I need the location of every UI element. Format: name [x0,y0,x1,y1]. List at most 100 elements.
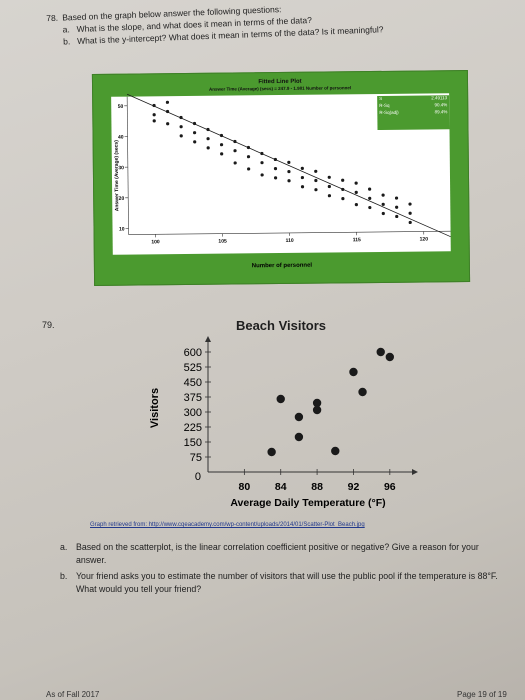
question-79a-letter: a. [60,542,68,552]
beach-data-point [376,347,385,357]
beach-x-axis-arrow [412,469,418,475]
beach-x-tick-label: 92 [348,481,360,493]
fitted-data-point [273,176,278,180]
fitted-data-point [179,125,183,129]
beach-data-point [349,367,358,377]
fitted-data-point [381,193,385,197]
fitted-y-axis-label: Answer Time (Average) (secs) [114,140,121,212]
fitted-data-point [381,211,385,216]
question-78: 78. Based on the graph below answer the … [46,0,511,48]
fitted-data-point [246,155,251,159]
fitted-data-point [394,196,399,200]
fitted-data-point [192,121,197,126]
beach-origin-label: 0 [195,471,201,483]
beach-y-tick-label: 375 [184,392,202,404]
question-79-parts: a. Based on the scatterplot, is the linea… [56,541,501,599]
fitted-data-point [314,178,318,183]
fitted-data-point [354,181,358,185]
question-79b-letter: b. [60,571,68,581]
fitted-plot-stats: S 2.49113 R-Sq 90.4% R-Sq(adj) 89.4% [377,95,450,130]
fitted-data-point [179,134,183,138]
fitted-data-point [260,161,264,165]
stat-rsq-key: R-Sq [379,102,390,108]
fitted-x-tick-label: 100 [151,239,160,245]
beach-data-point [358,387,367,397]
fitted-data-point [193,131,197,135]
stat-rsqadj-key: R-Sq(adj) [379,109,399,115]
fitted-data-point [165,109,170,114]
beach-y-tick-label: 150 [184,437,202,449]
fitted-data-point [233,149,237,153]
fitted-data-point [314,188,318,192]
graph-source-link[interactable]: Graph retrieved from: http://www.cqeacad… [90,522,365,528]
beach-x-tick-label: 80 [239,481,251,493]
beach-x-tick-label: 84 [275,481,287,493]
fitted-line-plot: Fitted Line Plot Answer Time (Average) (… [91,70,471,286]
question-79b: b. Your friend asks you to estimate the n… [56,570,501,596]
stat-s-value: 2.49113 [431,95,448,101]
fitted-data-point [273,157,277,162]
beach-chart-title: Beach Visitors [235,318,327,333]
fitted-data-point [260,151,264,156]
fitted-x-tick-label: 115 [353,237,361,243]
fitted-data-point [300,175,305,180]
fitted-data-point [206,146,210,150]
fitted-data-point [395,214,399,219]
fitted-data-point [314,169,318,173]
fitted-data-point [260,173,264,177]
fitted-data-point [327,194,332,198]
fitted-data-point [300,185,305,189]
fitted-data-point [408,220,412,225]
beach-y-tick-label: 300 [184,407,202,419]
beach-y-axis-label: Visitors [149,388,161,428]
fitted-plot-panel [111,93,451,255]
beach-data-point [312,398,322,408]
stat-rsqadj-value: 89.4% [434,109,448,115]
fitted-data-point [327,175,331,179]
fitted-y-tick-label: 50 [118,104,124,110]
beach-y-tick-label: 225 [184,422,202,434]
fitted-data-point [381,202,385,206]
beach-x-axis-label: Average Daily Temperature (°F) [230,497,385,508]
fitted-data-point [300,166,304,170]
fitted-data-point [166,122,170,126]
question-79b-text: Your friend asks you to estimate the num… [76,571,498,594]
fitted-y-axis [126,96,129,235]
beach-y-tick-label: 450 [184,377,202,389]
fitted-data-point [152,103,156,108]
beach-x-tick-label: 88 [311,481,323,493]
fitted-data-point [341,178,345,182]
beach-y-tick-label: 75 [190,452,202,464]
fitted-data-point [368,205,372,210]
beach-y-axis-arrow [205,336,211,342]
question-78a-letter: a. [62,24,70,35]
beach-data-point [331,446,340,456]
fitted-data-point [219,143,224,147]
fitted-data-point [206,137,210,141]
stat-s-key: S [379,95,383,101]
fitted-data-point [408,202,412,206]
beach-visitors-chart: Beach Visitors 75 150 225 300 375 450 525 600 0 8… [136,318,426,509]
fitted-data-point [341,187,345,192]
question-79a: a. Based on the scatterplot, is the linea… [56,541,501,567]
fitted-data-point [219,133,224,138]
fitted-data-point [273,167,278,171]
fitted-data-point [247,167,251,171]
fitted-data-point [287,169,291,174]
beach-data-point [276,394,285,404]
fitted-data-point [354,190,358,194]
fitted-data-point [233,161,237,165]
beach-data-point [312,405,322,415]
fitted-y-tick-label: 20 [119,196,125,202]
fitted-data-point [165,100,170,104]
fitted-data-point [179,115,183,120]
stat-rsq-value: 90.4% [434,102,448,108]
fitted-data-point [246,145,251,150]
beach-data-point [385,352,395,362]
fitted-data-point [341,197,345,201]
question-79a-text: Based on the scatterplot, is the linear … [76,542,479,565]
fitted-data-point [287,160,291,164]
fitted-y-tick-label: 30 [118,165,124,171]
fitted-data-point [395,205,399,209]
